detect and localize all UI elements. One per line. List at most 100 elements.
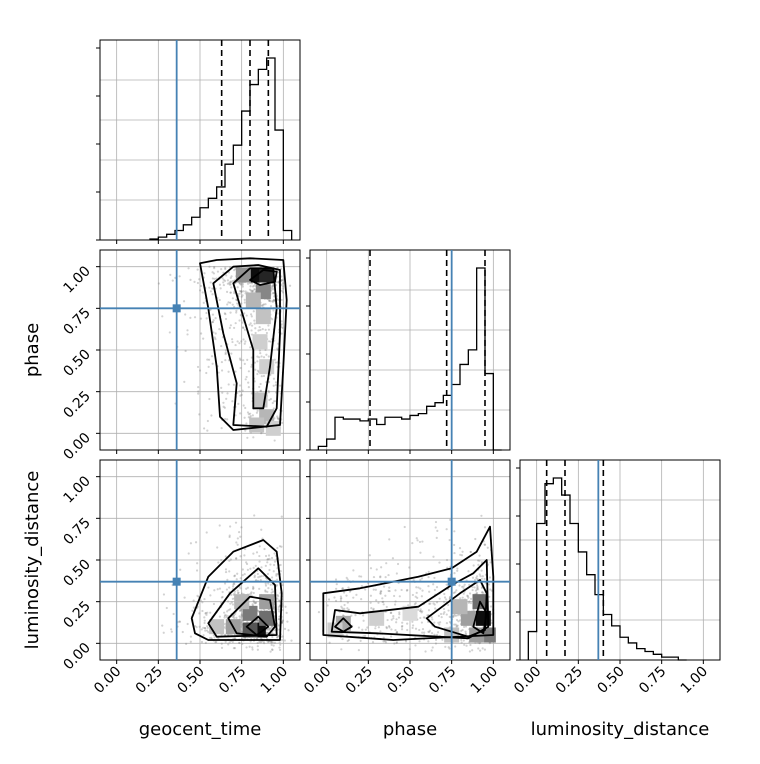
panel-phase_vs_geocent_time-point — [254, 327, 257, 330]
panel-luminosity_distance_vs_geocent_time-point — [275, 578, 279, 581]
panel-luminosity_distance_vs_phase-point — [469, 597, 473, 600]
panel-luminosity_distance_vs_phase-point — [415, 591, 418, 594]
panel-phase_vs_geocent_time-point — [231, 279, 234, 283]
panel-phase_vs_geocent_time-point — [267, 355, 270, 358]
panel-phase_vs_geocent_time-point — [243, 362, 246, 366]
panel-luminosity_distance_vs_phase-point — [388, 586, 391, 589]
panel-luminosity_distance_vs_phase-point — [379, 592, 382, 595]
panel-luminosity_distance_vs_geocent_time-point — [239, 587, 242, 590]
panel-phase_vs_geocent_time-point — [230, 286, 233, 289]
panel-luminosity_distance_vs_geocent_time-point — [231, 640, 234, 643]
panel-phase_vs_geocent_time-point — [258, 349, 261, 352]
panel-luminosity_distance_vs_geocent_time-point — [199, 599, 202, 602]
panel-luminosity_distance_vs_phase-point — [340, 597, 343, 600]
panel-luminosity_distance_vs_phase-point — [461, 628, 464, 632]
panel-luminosity_distance_vs_phase-point — [421, 589, 424, 592]
panel-phase_vs_geocent_time-point — [208, 397, 211, 401]
panel-luminosity_distance_vs_phase-point — [454, 623, 457, 626]
panel-luminosity_distance_vs_phase-point — [372, 607, 375, 610]
panel-phase_vs_geocent_time-point — [220, 386, 223, 389]
panel-phase_vs_geocent_time-point — [213, 265, 216, 269]
panel-phase_vs_geocent_time-point — [244, 406, 247, 410]
panel-luminosity_distance_vs_phase-point — [453, 623, 456, 626]
panel-phase_vs_geocent_time-point — [252, 310, 255, 313]
panel-luminosity_distance_vs_geocent_time-point — [263, 547, 266, 551]
panel-luminosity_distance_vs_phase-point — [411, 593, 415, 597]
panel-luminosity_distance_vs_phase-point — [393, 603, 397, 606]
panel-luminosity_distance_vs_geocent_time-point — [246, 568, 249, 571]
panel-luminosity_distance_vs_geocent_time-point — [224, 613, 227, 616]
panel-phase_vs_geocent_time-point — [218, 298, 221, 302]
panel-luminosity_distance_vs_geocent_time-point — [203, 616, 206, 619]
panel-luminosity_distance_vs_geocent_time-point — [270, 643, 273, 646]
panel-phase_vs_geocent_time-point — [280, 283, 283, 286]
panel-luminosity_distance_vs_geocent_time-point — [231, 603, 235, 606]
panel-luminosity_distance_vs_phase-point — [335, 587, 338, 590]
panel-luminosity_distance_vs_geocent_time-point — [268, 627, 271, 630]
panel-luminosity_distance_vs_phase-point — [388, 589, 391, 593]
panel-luminosity_distance_vs_geocent_time-point — [223, 616, 226, 619]
panel-luminosity_distance_vs_phase-point — [488, 595, 491, 598]
panel-luminosity_distance_vs_phase-point — [326, 604, 329, 607]
panel-phase_vs_geocent_time-point — [271, 318, 274, 321]
panel-phase_vs_geocent_time-point — [246, 282, 250, 285]
panel-luminosity_distance_vs_geocent_time-point — [203, 597, 206, 601]
panel-phase_vs_geocent_time-point — [222, 283, 225, 287]
panel-luminosity_distance_vs_geocent_time-point — [196, 594, 199, 597]
panel-phase_vs_geocent_time-point — [222, 405, 225, 408]
panel-phase_vs_geocent_time-point — [244, 429, 247, 432]
panel-luminosity_distance_vs_geocent_time-point — [194, 541, 198, 544]
panel-phase_vs_geocent_time-point — [267, 340, 271, 343]
panel-luminosity_distance_vs_geocent_time-density-cell — [234, 594, 250, 610]
panel-luminosity_distance_vs_phase-point — [478, 554, 481, 557]
panel-luminosity_distance_vs_phase-point — [427, 630, 430, 633]
panel-phase_vs_geocent_time-point — [197, 390, 200, 393]
panel-luminosity_distance_vs_geocent_time-point — [279, 570, 282, 573]
xtick-label-geocent_time-3: 0.75 — [216, 664, 249, 697]
panel-phase_vs_geocent_time-point — [249, 313, 253, 316]
panel-phase_vs_geocent_time-point — [240, 295, 243, 298]
panel-luminosity_distance_vs_geocent_time-point — [195, 626, 198, 629]
panel-phase_vs_geocent_time-point — [253, 322, 256, 325]
panel-luminosity_distance_vs_geocent_time-point — [206, 625, 209, 628]
panel-luminosity_distance_vs_geocent_time-point — [286, 620, 289, 623]
panel-luminosity_distance_vs_phase-inner — [317, 514, 496, 653]
panel-luminosity_distance_vs_phase-point — [359, 639, 362, 642]
panel-luminosity_distance_vs_phase-point — [388, 538, 391, 541]
panel-luminosity_distance_vs_geocent_time-point — [266, 558, 269, 561]
panel-luminosity_distance_vs_phase-point — [471, 649, 474, 652]
panel-luminosity_distance_vs_geocent_time-point — [232, 614, 236, 617]
panel-luminosity_distance_vs_phase-point — [460, 554, 464, 557]
panel-luminosity_distance_vs_geocent_time-point — [205, 531, 208, 534]
panel-phase_vs_geocent_time-point — [240, 340, 243, 343]
panel-luminosity_distance_vs_phase-point — [421, 540, 424, 543]
panel-luminosity_distance_vs_phase-panel — [306, 459, 511, 664]
panel-phase_vs_geocent_time-point — [227, 383, 230, 386]
panel-luminosity_distance_vs_geocent_time-contour-2 — [227, 595, 276, 638]
panel-luminosity_distance_vs_geocent_time-point — [229, 558, 233, 561]
panel-phase_vs_geocent_time-point — [260, 432, 263, 435]
panel-luminosity_distance_vs_geocent_time-point — [226, 600, 230, 603]
panel-luminosity_distance_vs_geocent_time-point — [243, 554, 246, 557]
panel-luminosity_distance_vs_phase-point — [437, 621, 440, 624]
panel-luminosity_distance_vs_geocent_time-point — [227, 643, 230, 646]
panel-luminosity_distance_vs_phase-point — [430, 616, 433, 619]
panel-phase_vs_geocent_time-point — [269, 340, 272, 343]
panel-luminosity_distance_vs_phase-point — [413, 603, 416, 606]
panel-phase_vs_geocent_time-point — [269, 305, 273, 308]
panel-luminosity_distance_vs_phase-point — [435, 586, 439, 589]
panel-phase_vs_geocent_time-point — [157, 282, 160, 285]
panel-luminosity_distance_vs_geocent_time-point — [232, 614, 235, 618]
panel-luminosity_distance_vs_phase-point — [475, 592, 479, 595]
panel-phase_vs_geocent_time-point — [223, 406, 226, 409]
panel-luminosity_distance_vs_geocent_time-point — [218, 615, 222, 618]
panel-luminosity_distance_vs_phase-point — [415, 537, 418, 540]
panel-luminosity_distance_vs_geocent_time-point — [220, 559, 223, 562]
panel-phase_vs_geocent_time-point — [236, 286, 239, 289]
panel-luminosity_distance_vs_phase-point — [480, 514, 483, 517]
panel-luminosity_distance_vs_phase-point — [419, 609, 422, 613]
panel-luminosity_distance_vs_geocent_time-point — [185, 642, 188, 645]
panel-luminosity_distance_vs_phase-point — [434, 607, 437, 610]
panel-luminosity_distance_vs_geocent_time-point — [179, 568, 182, 571]
panel-luminosity_distance_vs_geocent_time-point — [254, 601, 257, 605]
